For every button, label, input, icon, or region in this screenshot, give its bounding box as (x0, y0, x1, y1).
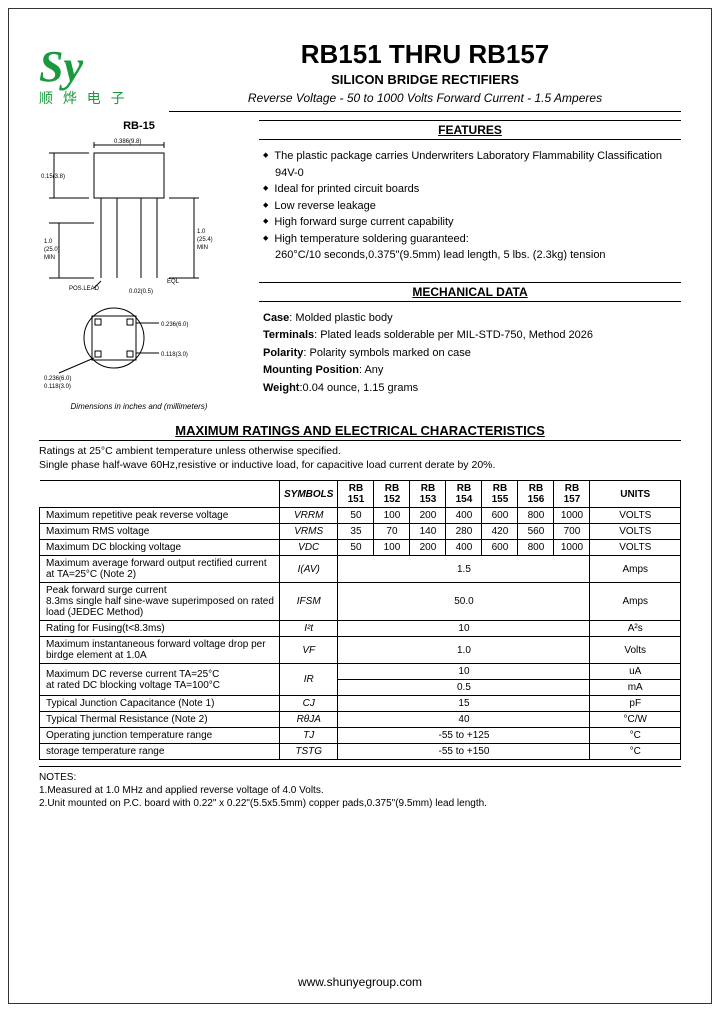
svg-text:0.236(6.0): 0.236(6.0) (161, 322, 188, 328)
page-subtitle: SILICON BRIDGE RECTIFIERS (169, 72, 681, 87)
svg-text:0.118(3.0): 0.118(3.0) (44, 384, 71, 390)
svg-text:(25.0): (25.0) (44, 247, 60, 253)
svg-text:(25.4): (25.4) (197, 237, 213, 243)
svg-text:0.236(6.0): 0.236(6.0) (44, 376, 71, 382)
notes: NOTES: 1.Measured at 1.0 MHz and applied… (39, 771, 681, 810)
svg-text:1.0: 1.0 (44, 239, 53, 245)
notes-rule (39, 766, 681, 767)
spec-line: Reverse Voltage - 50 to 1000 Volts Forwa… (169, 91, 681, 105)
mechanical-data: Case: Molded plastic body Terminals: Pla… (259, 310, 681, 398)
feature-item: High forward surge current capability (275, 214, 681, 231)
dimension-note: Dimensions in inches and (millimeters) (39, 402, 239, 411)
logo-text: Sy (39, 49, 169, 84)
package-label: RB-15 (39, 120, 239, 132)
feature-item: Low reverse leakage (275, 198, 681, 215)
features-list: The plastic package carries Underwriters… (259, 148, 681, 247)
title-rule (169, 111, 681, 112)
svg-text:EQL: EQL (167, 279, 180, 285)
logo-cn: 顺 烨 电 子 (39, 88, 169, 108)
page-title: RB151 THRU RB157 (169, 39, 681, 70)
svg-text:1.0: 1.0 (197, 229, 206, 235)
package-diagram: 0.386(9.8) 0.15(3.8) 1.0 (25.4) MIN 1.0 … (39, 138, 229, 398)
logo: Sy 顺 烨 电 子 (39, 39, 169, 120)
svg-text:MIN: MIN (197, 245, 208, 251)
svg-text:0.15(3.8): 0.15(3.8) (41, 174, 65, 180)
feature-item: High temperature soldering guaranteed: (275, 231, 681, 248)
feature-item: The plastic package carries Underwriters… (275, 148, 681, 181)
feature-subtext: 260°C/10 seconds,0.375"(9.5mm) lead leng… (259, 247, 681, 264)
mechanical-heading: MECHANICAL DATA (259, 282, 681, 302)
footer-url: www.shunyegroup.com (9, 975, 711, 989)
feature-item: Ideal for printed circuit boards (275, 181, 681, 198)
ratings-note: Ratings at 25°C ambient temperature unle… (39, 445, 681, 472)
ratings-table: SYMBOLS RB 151 RB 152 RB 153 RB 154 RB 1… (39, 480, 681, 760)
svg-text:0.02(0.5): 0.02(0.5) (129, 289, 153, 295)
svg-text:0.118(3.0): 0.118(3.0) (161, 352, 188, 358)
features-heading: FEATURES (259, 120, 681, 140)
svg-text:0.386(9.8): 0.386(9.8) (114, 139, 141, 145)
ratings-heading: MAXIMUM RATINGS AND ELECTRICAL CHARACTER… (39, 421, 681, 441)
svg-text:MIN: MIN (44, 255, 55, 261)
